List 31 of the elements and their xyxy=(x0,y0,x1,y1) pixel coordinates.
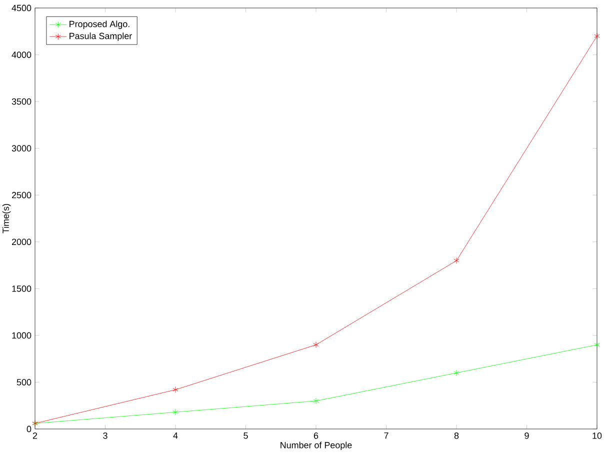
y-tick-label: 3000 xyxy=(12,145,32,152)
y-tick-label: 1000 xyxy=(12,332,32,339)
y-tick-label: 0 xyxy=(26,426,32,432)
x-axis-title: Number of People xyxy=(280,442,352,450)
y-axis-title: Time(s) xyxy=(2,204,11,234)
point xyxy=(172,386,178,393)
x-tick-label: 7 xyxy=(384,432,388,439)
x-tick-label: 10 xyxy=(592,432,602,439)
point xyxy=(313,342,319,348)
y-tick-label: 3500 xyxy=(12,98,32,105)
legend-label: Proposed Algo. xyxy=(70,20,130,29)
point xyxy=(454,257,460,264)
y-tick-label: 4000 xyxy=(12,52,32,58)
x-tick-label: 9 xyxy=(524,432,529,439)
x-tick-label: 8 xyxy=(454,432,459,439)
x-tick-label: 6 xyxy=(314,432,318,439)
point xyxy=(172,408,178,416)
legend-label: Pasula Sampler xyxy=(70,32,132,41)
point xyxy=(594,342,600,348)
y-tick-label: 2000 xyxy=(12,238,32,246)
x-tick-label: 2 xyxy=(32,432,38,439)
point xyxy=(594,32,600,40)
y-tick-label: 2500 xyxy=(12,192,32,198)
x-tick-label: 4 xyxy=(173,432,178,439)
y-tick-label: 1500 xyxy=(12,285,32,292)
x-tick-label: 3 xyxy=(103,432,108,439)
y-tick-label: 4500 xyxy=(12,4,32,12)
point xyxy=(454,370,460,376)
x-tick-label: 5 xyxy=(244,432,248,439)
y-tick-label: 500 xyxy=(16,379,32,386)
point xyxy=(313,398,319,404)
